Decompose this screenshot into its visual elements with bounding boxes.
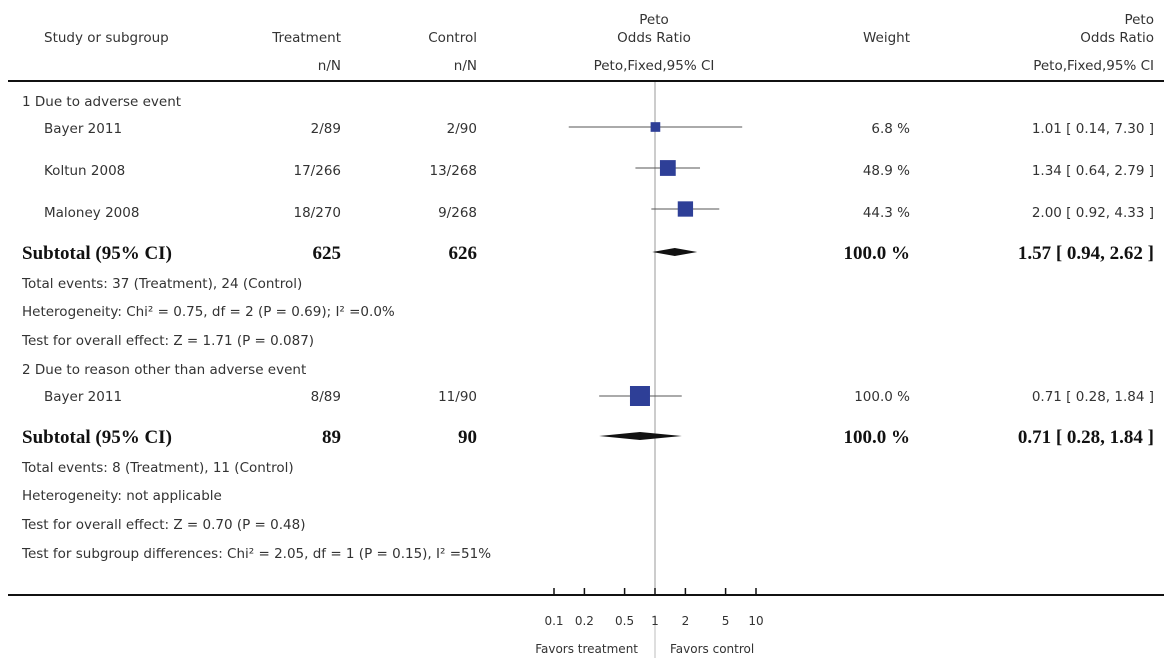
subtotal-control: 626 xyxy=(448,243,478,264)
subtotal-ci: 0.71 [ 0.28, 1.84 ] xyxy=(1017,427,1154,448)
note-subgroup-differences: Test for subgroup differences: Chi² = 2.… xyxy=(22,546,492,562)
study-treatment: 8/89 xyxy=(310,389,341,405)
header-or-top: Peto xyxy=(639,12,669,28)
study-control: 2/90 xyxy=(446,121,477,137)
sub-or2: Peto,Fixed,95% CI xyxy=(1033,58,1154,74)
study-control: 11/90 xyxy=(438,389,477,405)
study-marker xyxy=(659,160,676,176)
subtotal-treatment: 625 xyxy=(312,243,342,264)
header-or2-bottom: Odds Ratio xyxy=(1080,30,1154,46)
subtotal-weight: 100.0 % xyxy=(843,427,911,448)
x-tick-label: 5 xyxy=(722,614,730,628)
header-study: Study or subgroup xyxy=(44,30,169,46)
x-tick-label: 2 xyxy=(682,614,690,628)
group-2-title: 2 Due to reason other than adverse event xyxy=(22,362,307,378)
subtotal-treatment: 89 xyxy=(322,427,341,448)
header-weight: Weight xyxy=(862,30,910,46)
study-treatment: 2/89 xyxy=(310,121,341,137)
study-name: Bayer 2011 xyxy=(44,389,123,405)
study-marker xyxy=(650,122,661,132)
note-overall-effect: Test for overall effect: Z = 1.71 (P = 0… xyxy=(22,333,315,349)
note-heterogeneity: Heterogeneity: Chi² = 0.75, df = 2 (P = … xyxy=(22,304,395,320)
study-weight: 100.0 % xyxy=(854,389,910,405)
x-tick-label: 1 xyxy=(651,614,659,628)
study-name: Bayer 2011 xyxy=(44,121,123,137)
subtotal-diamond xyxy=(652,248,698,256)
subtotal-label: Subtotal (95% CI) xyxy=(22,427,172,448)
note-heterogeneity: Heterogeneity: not applicable xyxy=(22,488,222,504)
sub-control: n/N xyxy=(453,58,477,74)
header-treatment: Treatment xyxy=(272,30,341,46)
sub-treatment: n/N xyxy=(317,58,341,74)
favors-treatment-label: Favors treatment xyxy=(535,642,638,656)
x-tick-label: 0.2 xyxy=(575,614,594,628)
study-treatment: 17/266 xyxy=(293,163,342,179)
x-tick-label: 0.1 xyxy=(544,614,563,628)
subtotal-control: 90 xyxy=(458,427,477,448)
header-or2-top: Peto xyxy=(1124,12,1154,28)
header-or-bottom: Odds Ratio xyxy=(617,30,691,46)
study-name: Maloney 2008 xyxy=(44,205,140,221)
header-rule xyxy=(8,80,1164,82)
study-marker xyxy=(629,386,650,406)
study-ci: 2.00 [ 0.92, 4.33 ] xyxy=(1031,205,1154,221)
subtotal-weight: 100.0 % xyxy=(843,243,911,264)
note-overall-effect: Test for overall effect: Z = 0.70 (P = 0… xyxy=(22,517,306,533)
study-weight: 44.3 % xyxy=(862,205,910,221)
study-marker xyxy=(677,201,694,217)
x-tick-label: 10 xyxy=(748,614,763,628)
sub-or: Peto,Fixed,95% CI xyxy=(593,58,715,74)
subtotal-label: Subtotal (95% CI) xyxy=(22,243,172,264)
note-total-events: Total events: 37 (Treatment), 24 (Contro… xyxy=(22,276,303,292)
subtotal-ci: 1.57 [ 0.94, 2.62 ] xyxy=(1017,243,1154,264)
study-weight: 48.9 % xyxy=(862,163,910,179)
study-ci: 1.34 [ 0.64, 2.79 ] xyxy=(1031,163,1154,179)
favors-control-label: Favors control xyxy=(670,642,755,656)
study-control: 9/268 xyxy=(438,205,477,221)
study-name: Koltun 2008 xyxy=(44,163,126,179)
note-total-events: Total events: 8 (Treatment), 11 (Control… xyxy=(22,460,294,476)
study-ci: 1.01 [ 0.14, 7.30 ] xyxy=(1031,121,1154,137)
x-tick-label: 0.5 xyxy=(615,614,634,628)
header-control: Control xyxy=(428,30,477,46)
study-ci: 0.71 [ 0.28, 1.84 ] xyxy=(1031,389,1154,405)
subtotal-diamond xyxy=(599,432,682,440)
group-1-title: 1 Due to adverse event xyxy=(22,94,182,110)
study-control: 13/268 xyxy=(429,163,478,179)
study-weight: 6.8 % xyxy=(871,121,910,137)
study-treatment: 18/270 xyxy=(293,205,342,221)
